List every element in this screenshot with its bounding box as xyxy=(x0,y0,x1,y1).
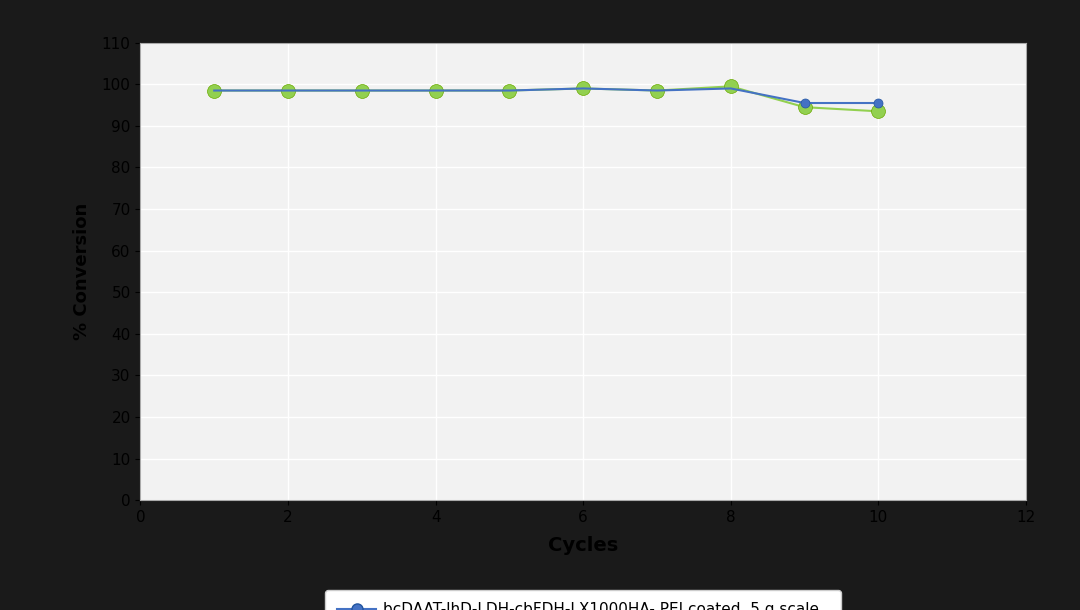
X-axis label: Cycles: Cycles xyxy=(548,536,619,555)
Y-axis label: % Conversion: % Conversion xyxy=(72,203,91,340)
Legend: bcDAAT-lhD-LDH-cbFDH-LX1000HA- PEI coated, 5 g scale, bcDAAT-lhD-LDH-cbFDH-LX100: bcDAAT-lhD-LDH-cbFDH-LX1000HA- PEI coate… xyxy=(325,590,841,610)
